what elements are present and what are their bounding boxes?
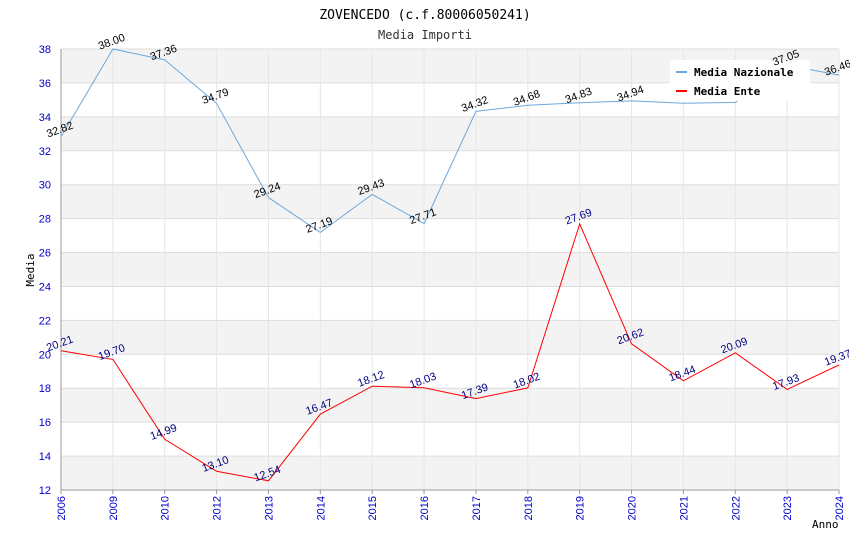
y-axis-label: Media — [24, 253, 37, 286]
y-tick-label: 14 — [39, 451, 51, 463]
plot-band — [61, 422, 839, 457]
x-tick-label: 2017 — [471, 496, 483, 520]
plot-band — [61, 354, 839, 389]
plot-band — [61, 218, 839, 253]
x-tick-label: 2021 — [678, 496, 690, 520]
plot-band — [61, 286, 839, 321]
x-axis-label: Anno — [812, 518, 839, 531]
axes — [60, 49, 840, 494]
series-line-media-ente — [60, 222, 840, 482]
chart-subtitle: Media Importi — [378, 28, 472, 42]
y-tick-label: 24 — [39, 281, 51, 293]
x-tick-label: 2006 — [56, 496, 68, 520]
x-tick-label: 2022 — [730, 496, 742, 520]
y-tick-label: 22 — [39, 315, 51, 327]
y-tick-label: 18 — [39, 383, 51, 395]
x-tick-label: 2019 — [575, 496, 587, 520]
x-tick-label: 2010 — [160, 496, 172, 520]
x-tick-label: 2014 — [315, 496, 327, 520]
plot-band — [61, 184, 839, 219]
x-tick-label: 2013 — [263, 496, 275, 520]
y-tick-label: 16 — [39, 417, 51, 429]
grid-lines — [60, 48, 840, 491]
chart-title: ZOVENCEDO (c.f.80006050241) — [319, 8, 530, 23]
legend-entry: Media Ente — [694, 85, 761, 98]
series-lines — [60, 48, 840, 482]
x-tick-label: 2020 — [627, 496, 639, 520]
plot-band — [61, 456, 839, 490]
x-tick-label: 2009 — [108, 496, 120, 520]
plot-band — [61, 388, 839, 423]
y-tick-label: 12 — [39, 485, 51, 497]
legend: Media Nazionale Media Ente — [670, 60, 810, 101]
legend-box — [670, 60, 810, 101]
y-tick-label: 36 — [39, 78, 51, 90]
y-tick-label: 38 — [39, 44, 51, 56]
x-tick-labels: 2006 2009 2010 2012 2013 2014 2015 2016 2017 2018… — [56, 496, 846, 520]
y-tick-label: 28 — [39, 214, 51, 226]
plot-band — [61, 252, 839, 287]
plot-background-bands — [61, 49, 839, 490]
y-tick-label: 20 — [39, 349, 51, 361]
y-tick-label: 34 — [39, 112, 51, 124]
x-tick-label: 2016 — [419, 496, 431, 520]
x-tick-label: 2012 — [212, 496, 224, 520]
y-tick-label: 30 — [39, 180, 51, 192]
y-tick-label: 26 — [39, 248, 51, 260]
plot-band — [61, 320, 839, 355]
x-tick-label: 2018 — [523, 496, 535, 520]
legend-entry: Media Nazionale — [694, 66, 794, 79]
x-tick-label: 2023 — [782, 496, 794, 520]
y-tick-label: 32 — [39, 146, 51, 158]
x-tick-label: 2024 — [834, 496, 846, 520]
series-line-media-nazionale — [60, 48, 840, 234]
y-tick-labels: 12 14 16 18 20 22 24 26 28 30 32 34 36 38 — [39, 44, 51, 497]
x-tick-label: 2015 — [367, 496, 379, 520]
plot-band — [61, 116, 839, 151]
